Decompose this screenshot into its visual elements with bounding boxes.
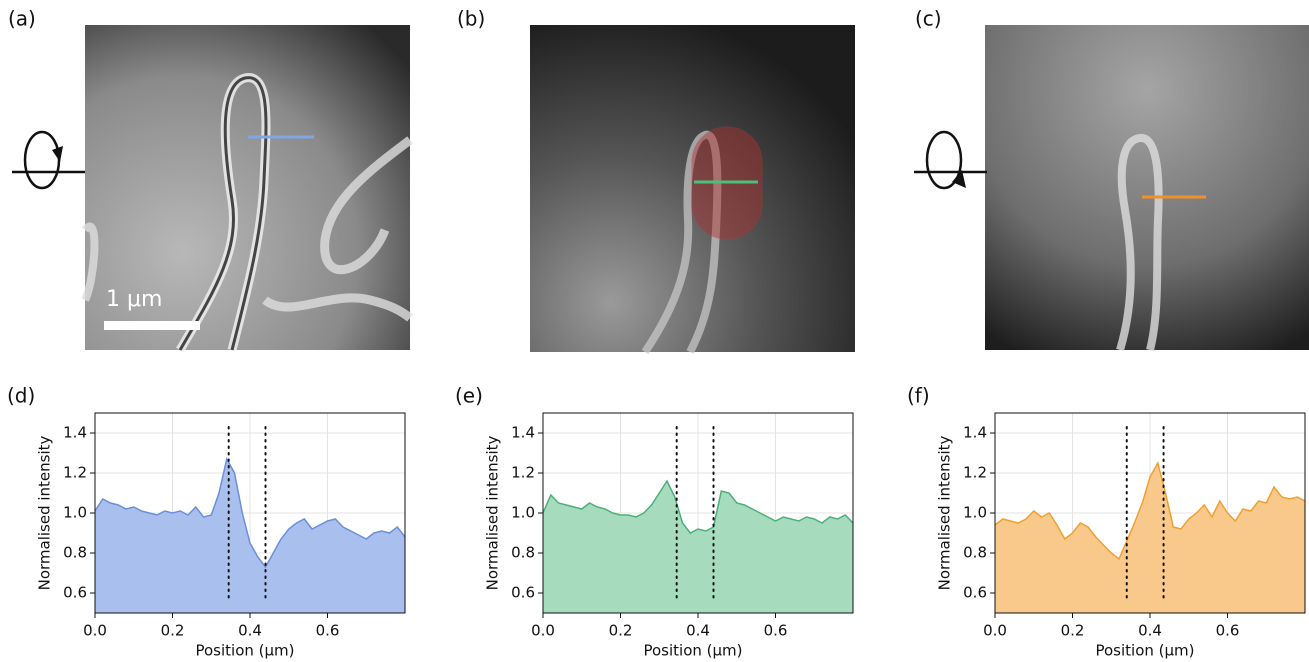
y-tick-label: 1.0 xyxy=(63,504,87,522)
panel-label: (e) xyxy=(455,384,483,408)
x-tick-label: 0.0 xyxy=(531,622,555,640)
y-tick-label: 0.8 xyxy=(63,544,87,562)
x-axis-label: Position (μm) xyxy=(195,642,294,660)
y-tick-label: 1.4 xyxy=(63,424,87,442)
x-tick-label: 0.0 xyxy=(83,622,107,640)
plot-frame xyxy=(542,412,854,614)
y-tick-label: 0.6 xyxy=(63,584,87,602)
y-tick-label: 1.2 xyxy=(63,464,87,482)
panel-label: (b) xyxy=(457,7,485,31)
scale-bar-label: 1 μm xyxy=(106,287,162,312)
panel-label: (a) xyxy=(8,7,36,31)
y-tick-label: 1.4 xyxy=(511,424,535,442)
y-tick-label: 0.6 xyxy=(963,584,987,602)
image-a: (a) 1 μm xyxy=(8,7,413,353)
x-tick-label: 0.4 xyxy=(238,622,262,640)
y-tick-label: 0.6 xyxy=(511,584,535,602)
panel-label: (d) xyxy=(7,384,35,408)
y-tick-label: 1.0 xyxy=(963,504,987,522)
panel-label: (f) xyxy=(907,384,930,408)
line xyxy=(542,479,854,534)
x-tick-label: 0.0 xyxy=(983,622,1007,640)
image-c: (c) xyxy=(914,7,1309,352)
y-tick-label: 1.4 xyxy=(963,424,987,442)
y-axis-label: Normalised intensity xyxy=(936,435,954,590)
x-tick-label: 0.2 xyxy=(1061,622,1085,640)
y-tick-label: 0.8 xyxy=(511,544,535,562)
y-axis-label: Normalised intensity xyxy=(36,435,54,590)
image-b: (b) xyxy=(457,7,855,355)
plot-frame xyxy=(994,412,1306,614)
x-axis-label: Position (μm) xyxy=(643,642,742,660)
x-axis-label: Position (μm) xyxy=(1095,642,1194,660)
line xyxy=(94,456,406,569)
y-tick-label: 0.8 xyxy=(963,544,987,562)
area xyxy=(995,463,1305,613)
panel-label: (c) xyxy=(915,7,942,31)
area xyxy=(95,459,405,613)
x-tick-label: 0.4 xyxy=(1138,622,1162,640)
plot-frame xyxy=(94,412,406,614)
x-tick-label: 0.6 xyxy=(1216,622,1240,640)
x-tick-label: 0.6 xyxy=(316,622,340,640)
x-tick-label: 0.6 xyxy=(764,622,788,640)
x-tick-label: 0.4 xyxy=(686,622,710,640)
y-axis-label: Normalised intensity xyxy=(484,435,502,590)
x-tick-label: 0.2 xyxy=(161,622,185,640)
y-tick-label: 1.2 xyxy=(511,464,535,482)
y-tick-label: 1.2 xyxy=(963,464,987,482)
area xyxy=(543,481,853,613)
x-tick-label: 0.2 xyxy=(609,622,633,640)
y-tick-label: 1.0 xyxy=(511,504,535,522)
line xyxy=(994,460,1306,561)
